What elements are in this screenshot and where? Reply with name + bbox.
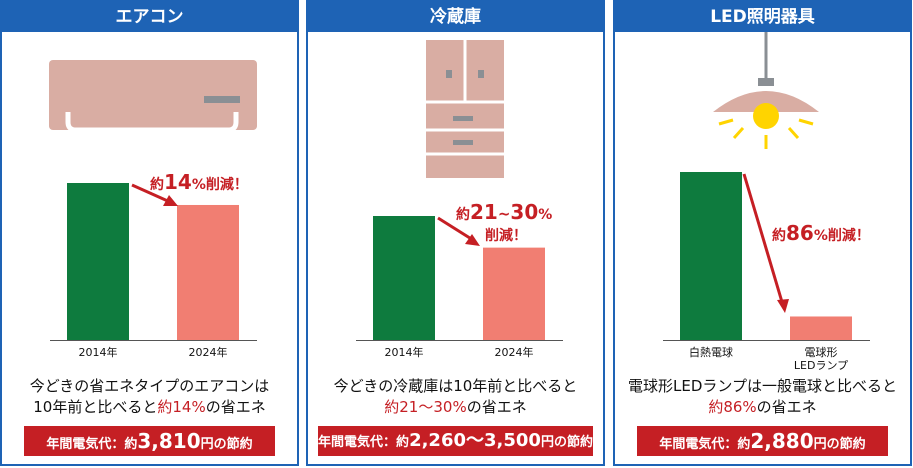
aircon-desc-line1: 今どきの省エネタイプのエアコンは (29, 377, 270, 395)
led-desc-line1: 電球形LEDランプは一般電球と比べると (628, 377, 897, 395)
led-description: 電球形LEDランプは一般電球と比べると 約86%の省エネ (621, 376, 904, 418)
aircon-annotation: 約14%削減！ (150, 170, 248, 194)
aircon-description: 今どきの省エネタイプのエアコンは 10年前と比べると約14%の省エネ (8, 376, 291, 418)
decrease-arrowhead (465, 234, 480, 246)
decrease-arrow-line (131, 183, 171, 204)
bar-old (680, 172, 742, 340)
category-tick-label: 電球形 (805, 345, 838, 359)
aircon-chart: 約14%削減！ 2014年 2024年 (49, 60, 257, 359)
led-title: LED照明器具 (615, 2, 910, 32)
category-tick-label: 2024年 (495, 345, 534, 359)
led-annotation: 約86%削減！ (772, 221, 870, 245)
air-conditioner-icon (49, 60, 257, 133)
fridge-chart: 約21~30% 削減！ 2014年 2024年 (356, 40, 563, 359)
decrease-arrowhead (777, 299, 789, 313)
fridge-annotation: 約21~30% (456, 200, 552, 224)
aircon-title: エアコン (2, 2, 297, 32)
fridge-title: 冷蔵庫 (308, 2, 603, 32)
fridge-desc-line1: 今どきの冷蔵庫は10年前と比べると (333, 377, 578, 395)
led-panel: LED照明器具 約86%削減！ 白熱電球 電球形 LEDランプ 電球形LEDランプは… (613, 0, 912, 466)
decrease-arrow-line (742, 173, 784, 303)
led-savings-banner: 年間電気代：約2,880円の節約 (637, 426, 888, 456)
category-tick-label: 2014年 (385, 345, 424, 359)
bar-new (177, 204, 239, 340)
bar-old (67, 183, 129, 340)
aircon-panel: エアコン 約14%削減！ 2014年 2024年 今どきの省エネタイプのエアコンは… (0, 0, 299, 466)
fridge-savings-banner: 年間電気代：約2,260～3,500円の節約 (318, 426, 593, 456)
fridge-desc-line2: 約21～30%の省エネ (384, 398, 527, 416)
category-tick-label: 白熱電球 (689, 345, 733, 359)
bar-old (373, 216, 435, 340)
fridge-description: 今どきの冷蔵庫は10年前と比べると 約21～30%の省エネ (314, 376, 597, 418)
pendant-lamp-icon (713, 32, 819, 149)
fridge-annotation-line2: 削減！ (485, 227, 527, 244)
led-desc-line2: 約86%の省エネ (708, 398, 817, 416)
led-chart: 約86%削減！ 白熱電球 電球形LEDランプ (663, 32, 870, 372)
bar-new (790, 316, 852, 340)
category-tick-label: 2014年 (79, 345, 118, 359)
decrease-arrow-line (437, 216, 474, 242)
refrigerator-icon (426, 40, 504, 178)
category-tick-label: LEDランプ (794, 359, 848, 372)
decrease-arrowhead (163, 195, 178, 206)
aircon-savings-banner: 年間電気代：約3,810円の節約 (24, 426, 275, 456)
bar-new (483, 247, 545, 340)
category-tick-label: 2024年 (189, 345, 228, 359)
aircon-desc-line2: 10年前と比べると約14%の省エネ (33, 398, 266, 416)
fridge-panel: 冷蔵庫 約21~30% 削減！ 2014年 2024年 今どきの冷蔵庫は10年前と… (306, 0, 605, 466)
